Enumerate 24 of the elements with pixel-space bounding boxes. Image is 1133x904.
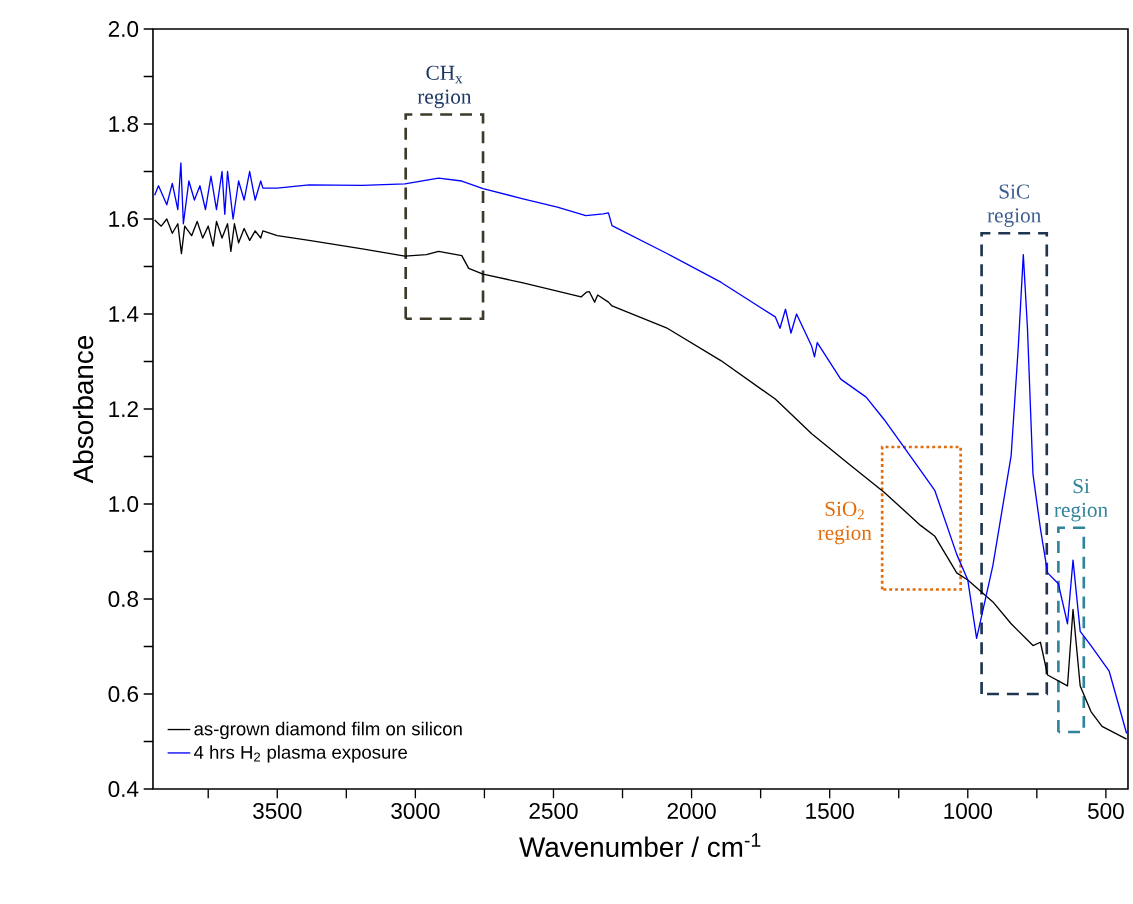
- y-tick-label: 1.6: [109, 211, 139, 228]
- annotation: CH$_{x}$ region: [417, 65, 472, 109]
- x-axis-title: Wavenumber / cm$^{-1}$: [519, 833, 761, 858]
- x-tick-label: 3500: [253, 803, 302, 819]
- legend-label: 4 hrs H$_{2}$ plasma exposure: [194, 745, 408, 763]
- y-tick-label: 2.0: [108, 21, 139, 37]
- annotation: Si region: [1054, 478, 1108, 522]
- y-tick-label: 1.0: [109, 496, 139, 513]
- y-axis-title: Absorbance: [72, 335, 94, 484]
- x-tick-label: 1500: [806, 803, 854, 819]
- annotation: SiC region: [987, 184, 1041, 227]
- x-tick-label: 2000: [667, 803, 716, 819]
- x-tick-label: 1000: [944, 803, 992, 819]
- y-tick-label: 1.2: [109, 401, 138, 417]
- y-tick-label: 0.8: [108, 591, 139, 608]
- x-tick-label: 500: [1087, 803, 1124, 819]
- annotation: SiO$_{2}$ region: [818, 501, 872, 545]
- y-tick-label: 1.4: [109, 306, 139, 322]
- y-tick-label: 0.4: [108, 781, 139, 798]
- x-tick-label: 3000: [391, 803, 440, 819]
- legend-label: as-grown diamond film on silicon: [194, 721, 462, 740]
- y-tick-label: 1.8: [109, 116, 139, 133]
- y-tick-label: 0.6: [108, 686, 139, 703]
- x-tick-label: 2500: [529, 803, 578, 819]
